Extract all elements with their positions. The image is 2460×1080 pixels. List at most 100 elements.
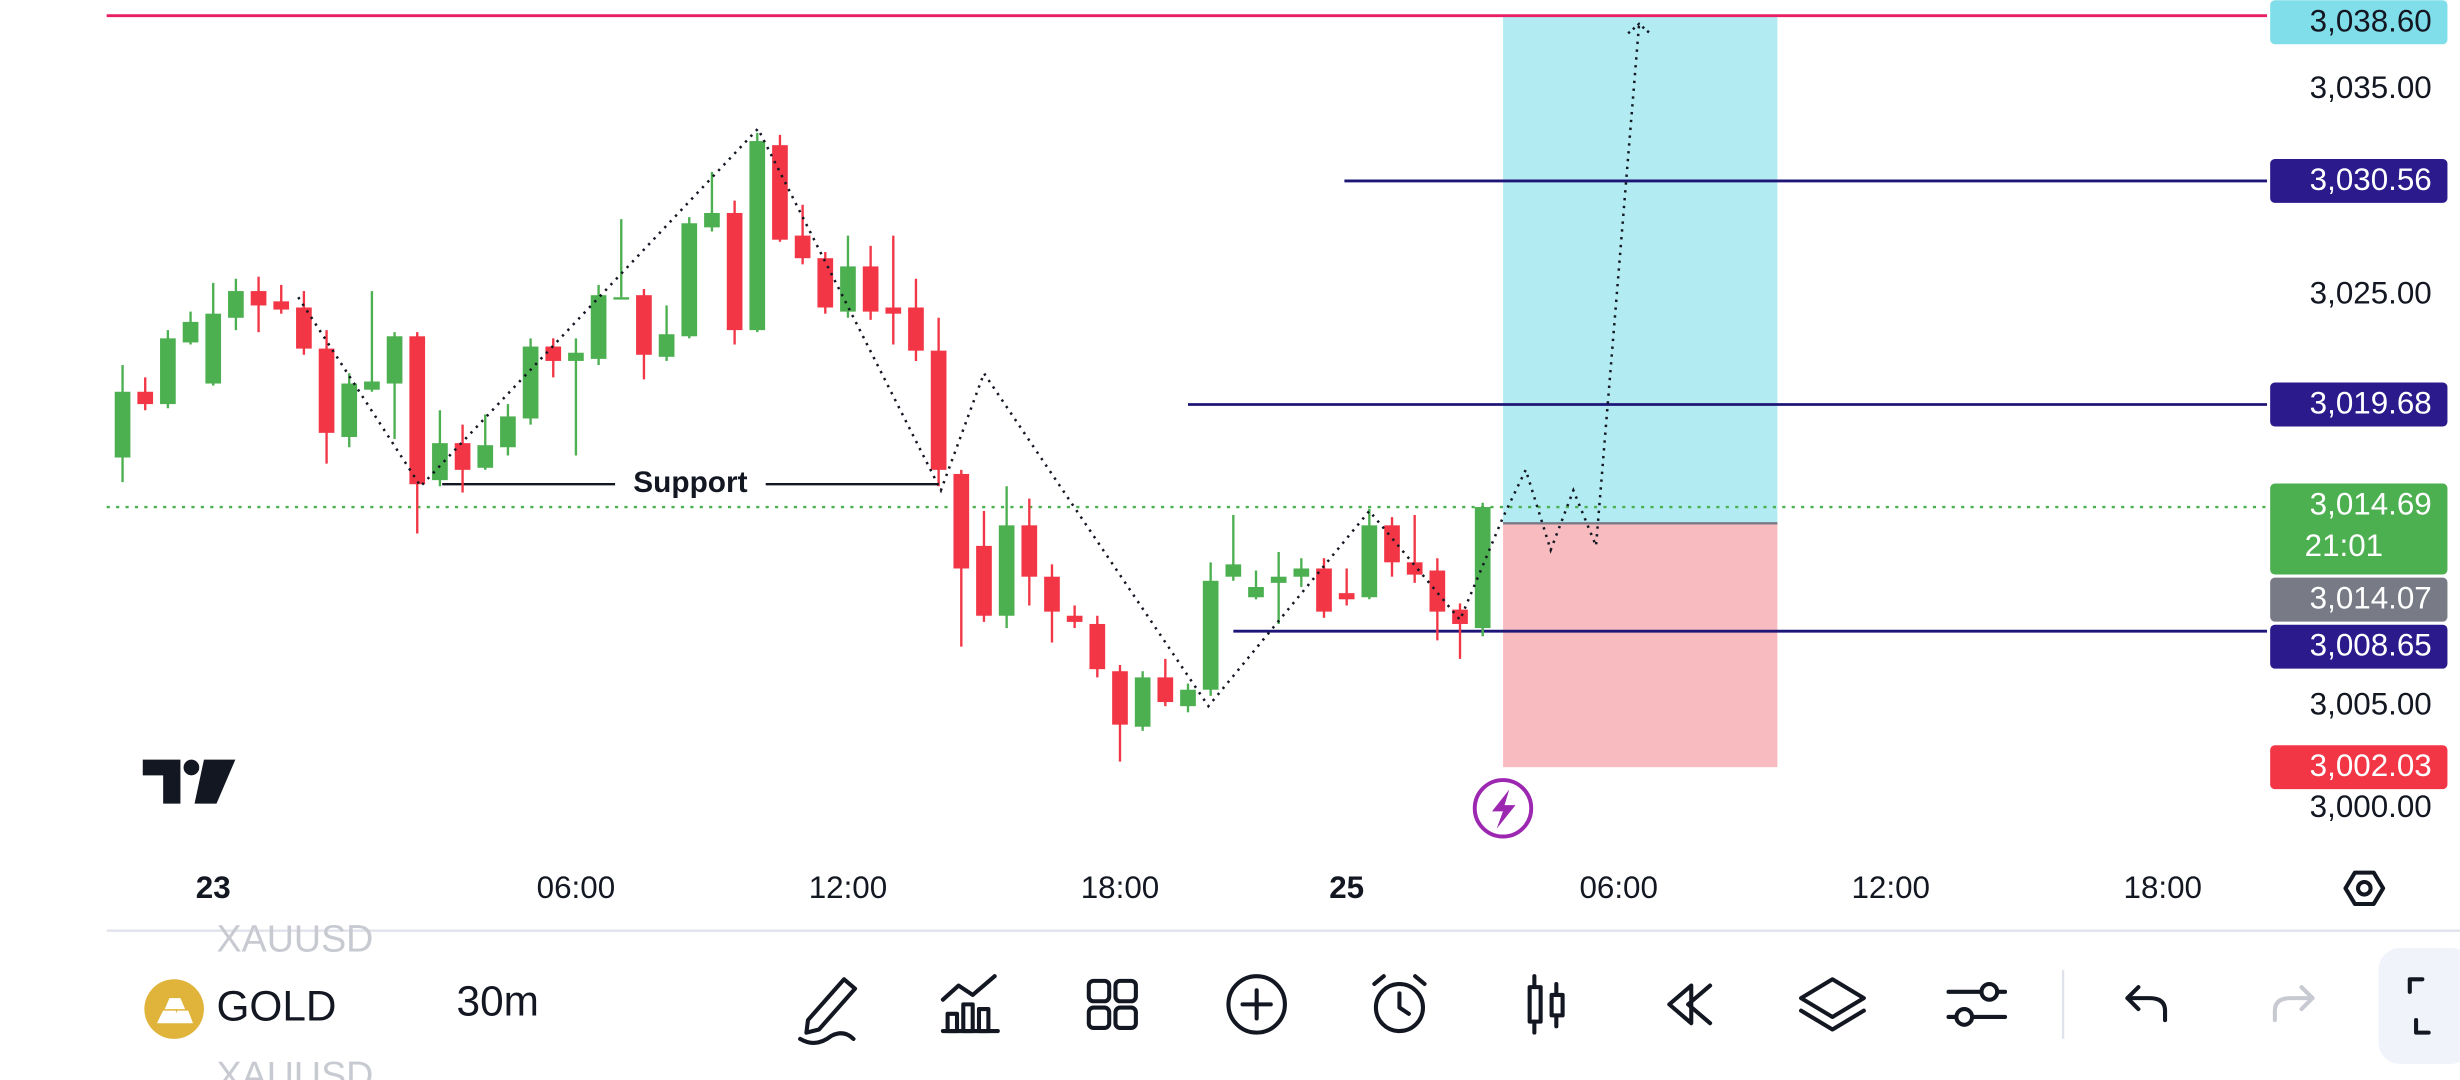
y-tick-label: 3,000.00 [2310,789,2432,824]
gold-icon[interactable] [144,979,204,1039]
candle-body [386,336,403,384]
symbol[interactable]: GOLD [217,982,337,1029]
candle-body [772,145,788,240]
candle-body [500,416,516,448]
candle-body [454,443,471,470]
profit-zone [1503,15,1778,524]
candle-body [885,307,902,314]
add[interactable] [1226,974,1287,1035]
candle-body [1089,623,1106,670]
candle-body [613,297,630,300]
support-label: Support [633,466,747,499]
x-tick-label: 23 [196,870,231,905]
undo[interactable] [2125,985,2168,1023]
price-label: 3,038.60 [2310,3,2432,38]
interval[interactable]: 30m [457,978,539,1025]
candle-body [296,307,312,349]
replay[interactable] [1667,983,1713,1026]
candle-body [1134,677,1151,727]
candle-body [250,291,267,306]
candle-body [590,295,607,359]
price-label: 3,014.69 [2310,487,2432,522]
candle-body [1112,671,1128,725]
candle-body [794,235,811,259]
redo[interactable] [2272,985,2315,1023]
x-tick-label: 12:00 [1851,870,1929,905]
candle-body [930,350,947,470]
alert-icon[interactable] [1472,778,1534,839]
candle-body [205,313,222,384]
candle-body [409,336,426,485]
y-tick-label: 3,005.00 [2310,686,2432,721]
candle-body [749,141,766,331]
candle-body [522,346,539,419]
candle-body [137,391,154,405]
x-tick-label: 18:00 [2124,870,2202,905]
price-label-box [2270,745,2448,790]
alert[interactable] [1372,974,1427,1034]
candle-body [1044,576,1060,612]
candle-body [1338,593,1355,600]
overlay: 3,035.00 3,025.00 3,005.00 3,000.00 23 06:00 1… [196,0,2448,905]
x-tick-label: 12:00 [809,870,887,905]
candle-body [1361,525,1378,598]
candle-body [114,391,131,458]
tradingview-logo [142,759,236,804]
candle-body [1180,689,1196,707]
candle-body [1452,609,1468,624]
price-label-box [2270,577,2448,622]
fullscreen-button[interactable] [2378,947,2460,1064]
candle-body [1474,507,1491,629]
candle-body [1021,525,1038,577]
price-label: 3,019.68 [2310,386,2432,421]
price-label: 3,002.03 [2310,748,2432,783]
candle-body [976,545,992,616]
x-tick-label: 25 [1329,870,1364,905]
candle-body [160,338,176,405]
candle-body [1293,568,1310,577]
y-tick-label: 3,035.00 [2310,70,2432,105]
chart-type[interactable] [1527,974,1565,1035]
candle-body [364,381,380,390]
candle-body [817,258,834,308]
y-tick-label: 3,025.00 [2310,275,2432,310]
candle-body [681,223,698,337]
candle-body [1248,586,1264,598]
ticker-hint: XAUUSD [217,1054,374,1080]
candle-body [1316,568,1332,612]
candle-body [1225,564,1242,577]
indicators[interactable] [940,974,1000,1034]
candle-body [568,352,584,361]
candle-body [1270,576,1287,583]
price-countdown: 21:01 [2305,528,2383,563]
candle-body [636,295,652,355]
candle-body [545,346,562,361]
draw-tool[interactable] [798,977,858,1045]
price-label-box [2270,0,2448,45]
x-tick-label: 18:00 [1081,870,1159,905]
toolbar: XAUUSD XAUUSD GOLD 30m [106,918,2460,1080]
fullscreen-icon [2407,977,2431,1035]
price-label-box [2270,158,2448,203]
candle-body [477,445,494,468]
layers[interactable] [1799,977,1866,1032]
candle-body [228,291,244,318]
candle-body [1406,562,1423,575]
candle-body [273,301,290,310]
projection-arrow [1627,22,1651,35]
candle-body [1384,525,1400,563]
candle-body [704,212,720,228]
candle-body [1429,570,1446,612]
price-label-box [2270,624,2448,669]
candle-body [998,525,1015,616]
settings[interactable] [1946,981,2008,1027]
layouts[interactable] [1086,978,1138,1030]
candle-body [1066,615,1083,622]
axis-settings[interactable] [2343,870,2386,907]
candle-body [953,473,970,569]
candle-body [341,383,358,437]
price-label-box [2270,382,2448,427]
candle-body [862,266,879,312]
